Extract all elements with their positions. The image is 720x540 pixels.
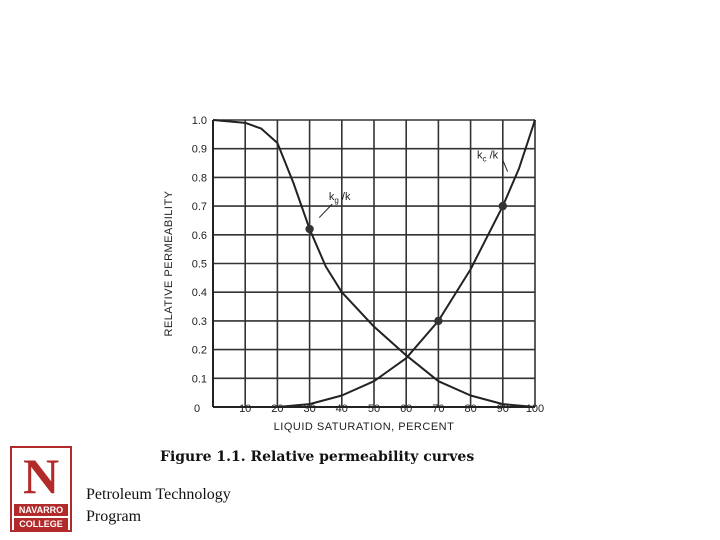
x-tick-label: 70	[432, 403, 444, 415]
program-title-line-1: Petroleum Technology	[86, 486, 231, 503]
kc-curve-label: kc /k	[477, 149, 499, 163]
kc-label-leader	[502, 159, 509, 172]
kc-curve	[213, 119, 536, 408]
y-tick-label: 0.1	[192, 373, 207, 385]
x-tick-label: 20	[271, 403, 283, 415]
y-tick-label: 0.2	[192, 345, 207, 357]
x-tick-label: 10	[239, 403, 251, 415]
y-tick-label: 0.8	[192, 172, 207, 184]
data-point-marker	[498, 201, 507, 211]
data-point-marker	[305, 224, 314, 234]
y-tick-label: 1.0	[192, 115, 207, 127]
y-tick-label: 0.4	[192, 287, 207, 299]
navarro-college-logo: N NAVARRO COLLEGE	[10, 446, 72, 532]
x-tick-label: 80	[464, 403, 476, 415]
figure-caption: Figure 1.1. Relative permeability curves	[160, 449, 475, 465]
x-tick-label: 30	[303, 403, 315, 415]
y-tick-label: 0.9	[192, 144, 207, 156]
kg-curve-label: kg /k	[329, 191, 351, 205]
x-tick-label: 50	[368, 403, 380, 415]
logo-line-1: NAVARRO	[14, 504, 68, 516]
x-tick-label: 90	[497, 403, 509, 415]
y-tick-label: 0.7	[192, 201, 207, 213]
kg-label-leader	[318, 203, 333, 218]
kg-curve	[212, 119, 536, 408]
data-point-marker	[434, 316, 443, 326]
x-tick-label: 100	[526, 403, 544, 415]
y-tick-label: 0.6	[192, 230, 207, 242]
x-tick-label: 40	[336, 403, 348, 415]
y-tick-label: 0.5	[192, 259, 207, 271]
y-axis-label: RELATIVE PERMEABILITY	[163, 190, 175, 336]
x-tick-label: 0	[194, 403, 200, 415]
y-tick-label: 0.3	[192, 316, 207, 328]
x-tick-label: 60	[400, 403, 412, 415]
program-title: Petroleum Technology Program	[86, 484, 231, 528]
x-axis-label: LIQUID SATURATION, PERCENT	[274, 421, 455, 433]
logo-letter: N	[22, 448, 60, 504]
program-title-line-2: Program	[86, 508, 142, 525]
logo-line-2: COLLEGE	[14, 518, 68, 530]
relative-permeability-chart: 0 10 20 30 40 50 60 70 80 90 100 1.0 0.9 0.8 0.7 0.6 0.5…	[163, 115, 544, 433]
